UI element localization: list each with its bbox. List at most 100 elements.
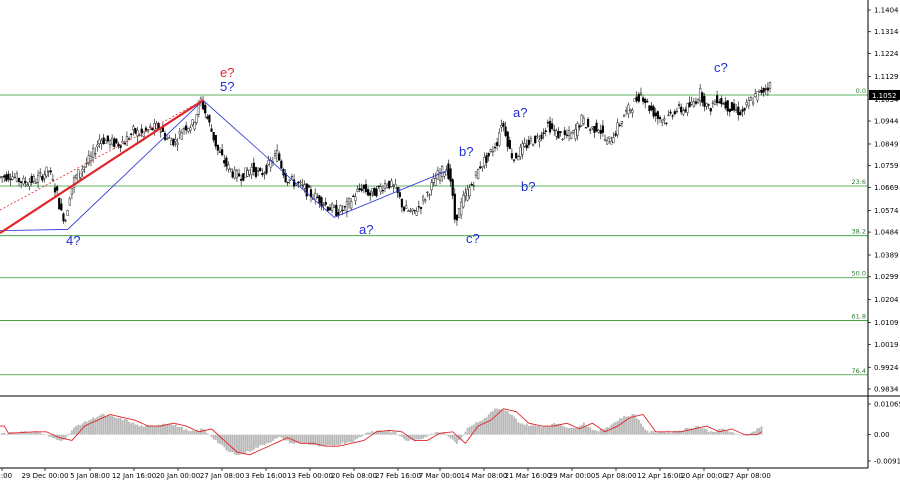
price-tick-label: 1.0204 <box>874 296 899 304</box>
candle-body <box>96 144 99 148</box>
candle-body <box>62 213 65 222</box>
candle-body <box>690 101 693 105</box>
time-tick-label: 12 Apr 16:00 <box>637 472 683 480</box>
histogram-bar <box>553 423 556 435</box>
histogram-bar <box>580 424 583 435</box>
histogram-bar <box>468 426 471 435</box>
histogram-bar <box>661 431 664 435</box>
candle-body <box>345 201 349 212</box>
histogram-bar <box>394 432 397 435</box>
time-tick-label: 29 Mar 00:00 <box>549 472 596 480</box>
histogram-bar <box>276 434 279 439</box>
histogram-bar <box>506 411 509 435</box>
histogram-bar <box>238 434 240 455</box>
candle-body <box>20 181 23 183</box>
histogram-bar <box>100 414 103 435</box>
candle-body <box>565 134 569 136</box>
candle-body <box>515 152 518 159</box>
histogram-bar <box>335 434 338 445</box>
candle-body <box>398 192 401 198</box>
histogram-bar <box>491 410 494 435</box>
histogram-bar <box>616 421 619 435</box>
histogram-bar <box>51 434 54 439</box>
histogram-bar <box>178 426 181 435</box>
histogram-bar <box>741 434 744 436</box>
histogram-bar <box>174 424 177 435</box>
candle-body <box>711 102 714 104</box>
candle-body <box>561 138 564 140</box>
histogram-bar <box>415 434 418 440</box>
histogram-bar <box>202 428 204 435</box>
candle-body <box>669 111 672 114</box>
histogram-bar <box>64 434 67 440</box>
histogram-bar <box>303 434 306 445</box>
candle-body <box>104 140 107 144</box>
histogram-bar <box>147 425 149 435</box>
histogram-bar <box>599 428 602 435</box>
histogram-bar <box>24 430 27 435</box>
candle-body <box>595 122 598 132</box>
price-tick-label: 1.1129 <box>874 73 899 81</box>
histogram-bar <box>667 430 670 435</box>
histogram-bar <box>650 430 653 435</box>
signal-line <box>0 408 762 456</box>
histogram-bar <box>221 434 224 446</box>
candle-body <box>91 147 95 158</box>
candle-body <box>688 102 691 108</box>
histogram-bar <box>189 431 192 435</box>
histogram-bar <box>534 425 537 435</box>
histogram-bar <box>477 422 479 435</box>
candle-body <box>89 155 93 161</box>
candle-body <box>665 122 668 124</box>
candle-body <box>379 186 382 193</box>
histogram-bar <box>439 433 441 435</box>
histogram-bar <box>625 416 628 435</box>
price-tick-label: 1.0669 <box>874 184 899 192</box>
histogram-bar <box>331 434 334 446</box>
histogram-bar <box>561 426 564 435</box>
histogram-bar <box>130 423 133 435</box>
histogram-bar <box>244 434 247 454</box>
candle-body <box>745 102 748 106</box>
histogram-bar <box>737 434 740 435</box>
candle-body <box>551 123 554 129</box>
candle-body <box>159 131 162 133</box>
candle-body <box>134 128 137 134</box>
candle-body <box>191 119 194 125</box>
candle-body <box>297 181 300 184</box>
histogram-bar <box>722 428 725 435</box>
histogram-bar <box>498 409 501 435</box>
histogram-bar <box>288 434 291 444</box>
price-tick-label: 1.0944 <box>874 118 899 126</box>
candle-body <box>449 168 452 182</box>
candle-body <box>472 185 475 187</box>
candle-body <box>130 133 133 135</box>
histogram-bar <box>329 434 331 446</box>
histogram-bar <box>451 434 454 440</box>
candle-body <box>292 179 296 187</box>
candle-body <box>331 203 334 211</box>
candle-body <box>470 183 473 186</box>
wave-label: c? <box>466 231 480 246</box>
candle-body <box>341 209 344 212</box>
candle-body <box>72 177 76 188</box>
histogram-bar <box>663 432 666 435</box>
histogram-bar <box>172 425 175 435</box>
histogram-bar <box>204 430 207 435</box>
candle-body <box>278 153 281 161</box>
candle-body <box>142 131 145 137</box>
histogram-bar <box>711 431 714 435</box>
candle-body <box>667 114 670 116</box>
candle-body <box>390 180 393 187</box>
candle-body <box>39 172 42 174</box>
histogram-bar <box>557 423 560 435</box>
candle-body <box>540 134 543 140</box>
candle-body <box>677 104 681 106</box>
candle-body <box>252 162 255 173</box>
candle-body <box>756 91 759 101</box>
histogram-bar <box>312 434 314 446</box>
candle-body <box>694 101 698 104</box>
candle-body <box>464 192 467 197</box>
histogram-bar <box>466 427 469 435</box>
